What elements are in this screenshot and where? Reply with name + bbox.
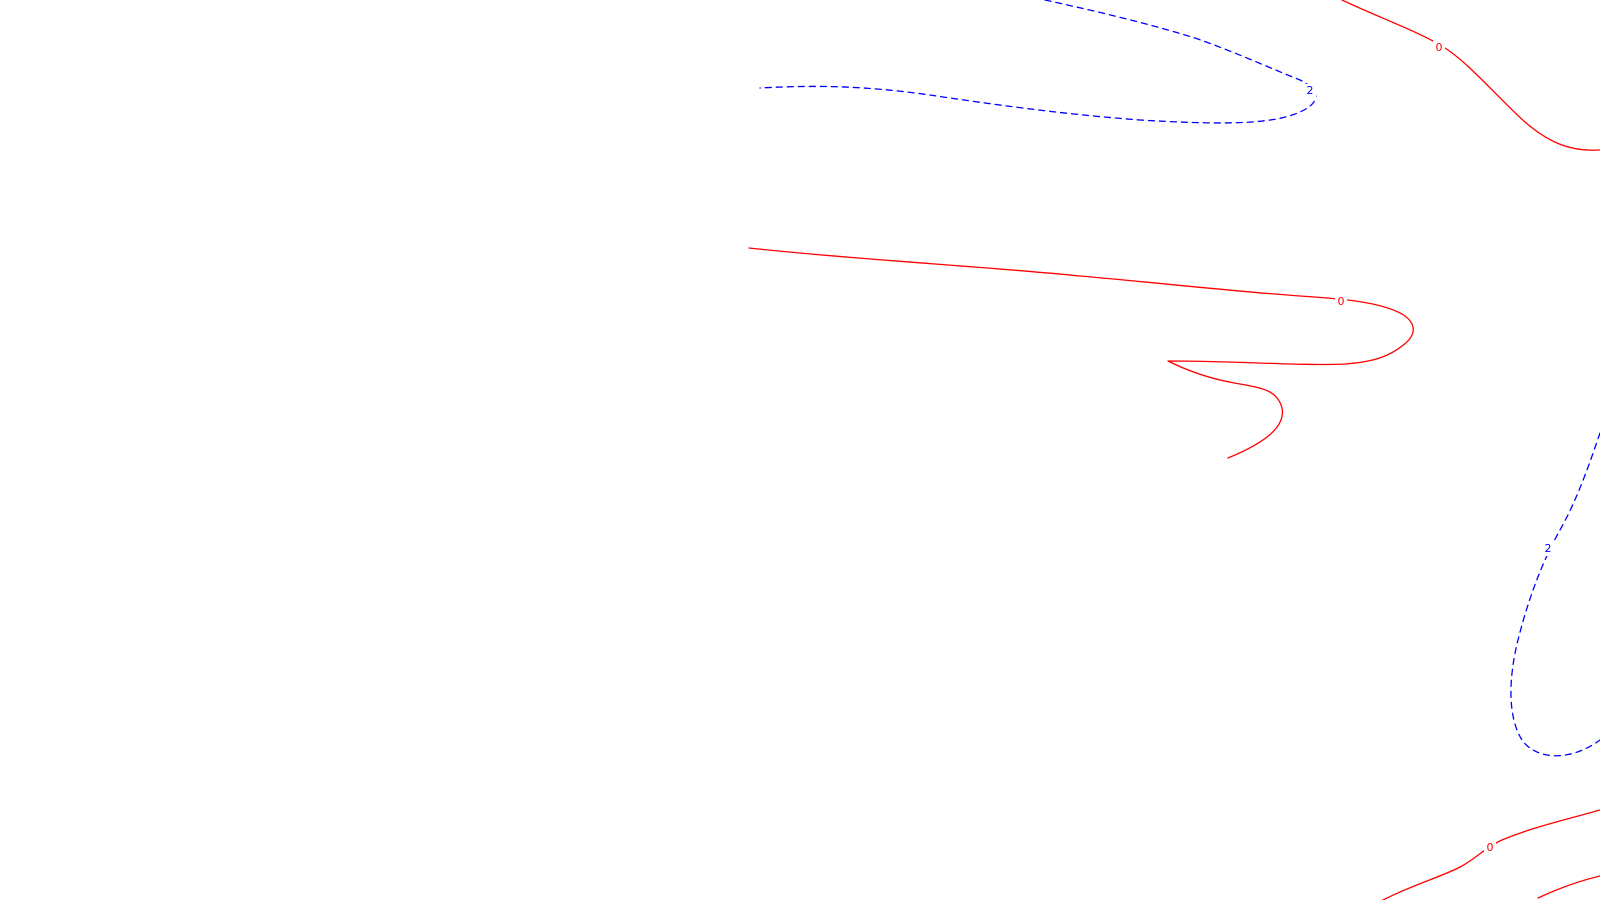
level-label-middle-background bbox=[1335, 295, 1347, 309]
level-label-right-blue: 2 bbox=[1542, 542, 1554, 556]
level-label-lower-right-background bbox=[1484, 841, 1496, 855]
level-label-upper-right-text: 0 bbox=[1436, 41, 1443, 54]
level-label-lower-right-text: 0 bbox=[1487, 841, 1494, 854]
level-label-right-blue-text: 2 bbox=[1545, 542, 1552, 555]
level-label-upper-blue-background bbox=[1304, 84, 1316, 98]
contour-two-upper bbox=[759, 0, 1317, 124]
contour-two-right bbox=[1510, 432, 1600, 757]
level-label-lower-right: 0 bbox=[1484, 841, 1496, 855]
level-label-middle: 0 bbox=[1335, 295, 1347, 309]
level-label-middle-text: 0 bbox=[1338, 295, 1345, 308]
level-label-upper-right-background bbox=[1433, 41, 1445, 55]
contour-zero-bottom-corner bbox=[1537, 875, 1600, 899]
contour-zero-middle bbox=[748, 247, 1414, 459]
level-label-upper-blue-text: 2 bbox=[1307, 84, 1314, 97]
level-label-right-blue-background bbox=[1542, 542, 1554, 556]
level-label-upper-blue: 2 bbox=[1304, 84, 1316, 98]
level-label-upper-right: 0 bbox=[1433, 41, 1445, 55]
contour-zero-upper-right bbox=[1341, 0, 1600, 151]
contour-labels: 0 2 0 2 0 bbox=[1304, 41, 1554, 855]
